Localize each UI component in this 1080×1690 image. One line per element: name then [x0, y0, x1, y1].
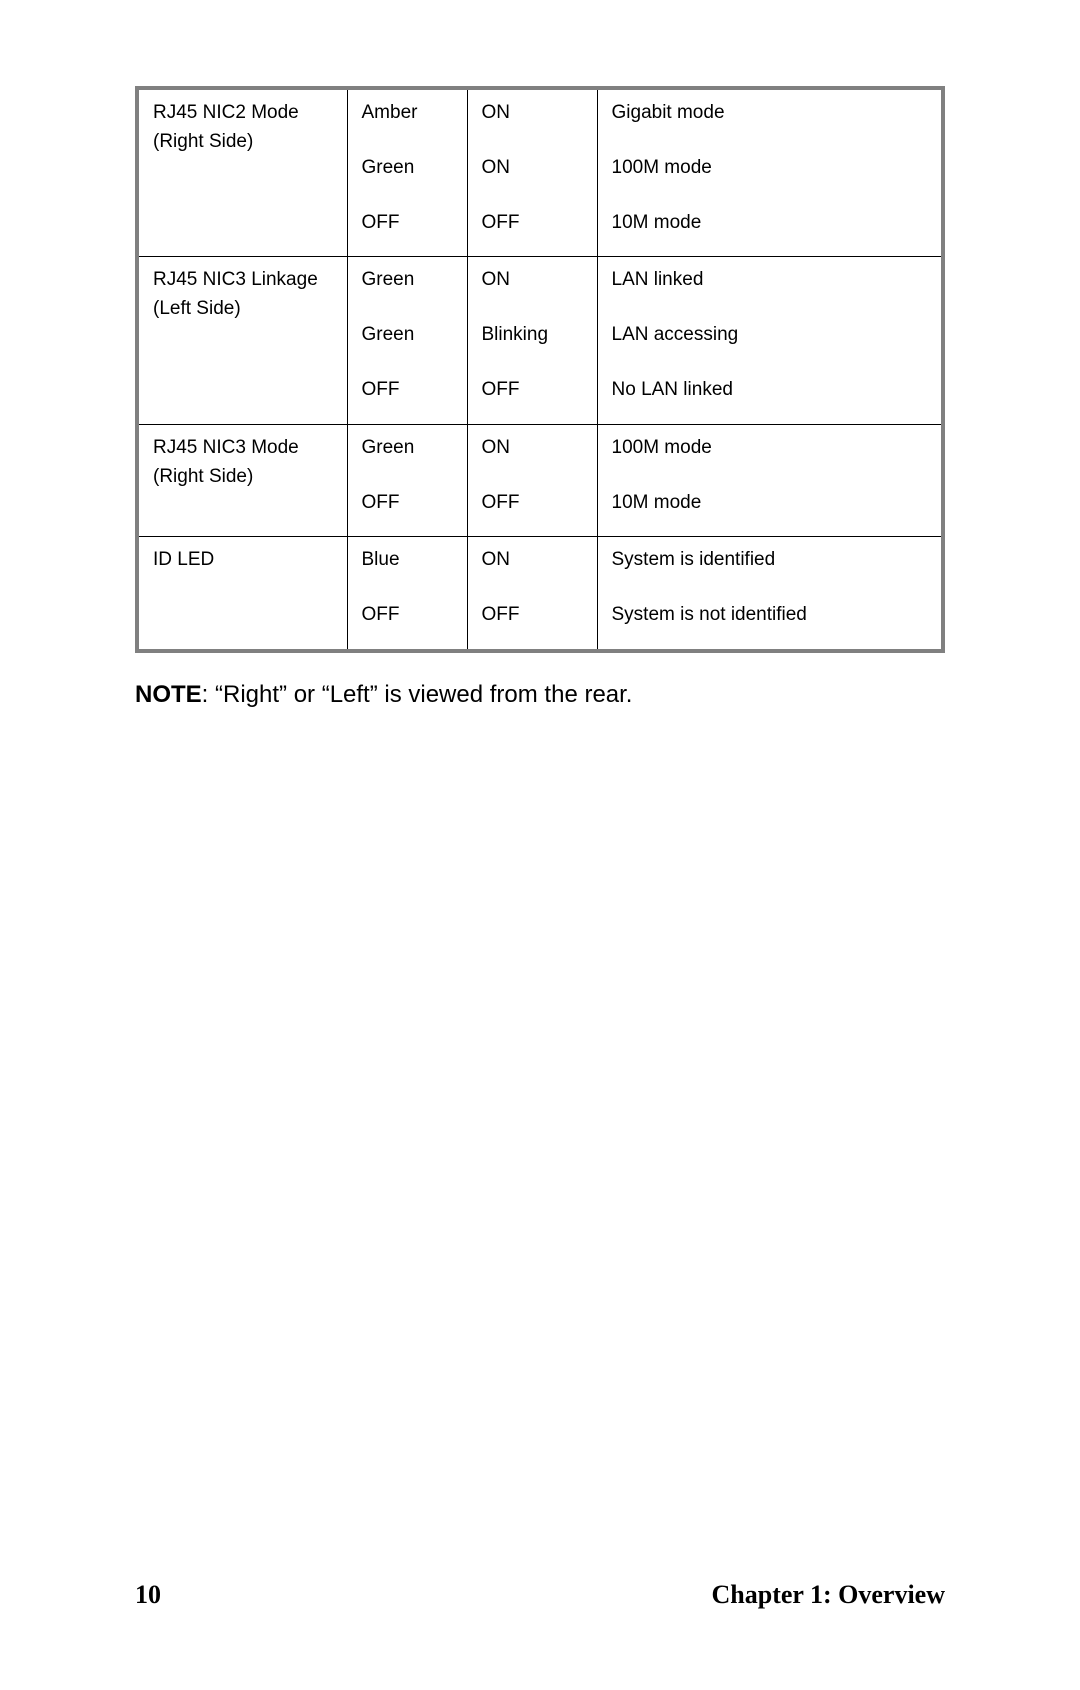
page-footer: 10 Chapter 1: Overview: [135, 1580, 945, 1610]
group-label-cell: RJ45 NIC2 Mode (Right Side): [137, 88, 347, 257]
cell-color: OFF: [347, 369, 467, 424]
cell-state: OFF: [467, 369, 597, 424]
group-label-line1: RJ45 NIC3 Linkage: [153, 269, 335, 292]
group-label-line1: ID LED: [153, 549, 335, 572]
table-row: ID LED BlueONSystem is identified: [137, 537, 943, 594]
page-number: 10: [135, 1580, 161, 1610]
cell-color: Amber: [347, 88, 467, 147]
cell-meaning: LAN accessing: [597, 314, 943, 369]
cell-meaning: Gigabit mode: [597, 88, 943, 147]
cell-state: OFF: [467, 594, 597, 651]
group-label-line1: RJ45 NIC2 Mode: [153, 102, 335, 125]
group-label-line1: RJ45 NIC3 Mode: [153, 437, 335, 460]
group-label-line2: (Left Side): [153, 298, 335, 321]
cell-meaning: 100M mode: [597, 424, 943, 481]
table-row: RJ45 NIC3 Mode(Right Side)GreenON100M mo…: [137, 424, 943, 481]
cell-meaning: 10M mode: [597, 482, 943, 537]
note-body: : “Right” or “Left” is viewed from the r…: [202, 681, 633, 708]
cell-color: Green: [347, 424, 467, 481]
cell-color: OFF: [347, 594, 467, 651]
group-label-line2: (Right Side): [153, 131, 335, 154]
cell-meaning: System is identified: [597, 537, 943, 594]
cell-meaning: LAN linked: [597, 257, 943, 314]
cell-meaning: 10M mode: [597, 202, 943, 257]
cell-color: OFF: [347, 202, 467, 257]
group-label-cell: ID LED: [137, 537, 347, 651]
cell-color: Blue: [347, 537, 467, 594]
cell-state: ON: [467, 88, 597, 147]
note-text: NOTE: “Right” or “Left” is viewed from t…: [135, 679, 945, 711]
cell-state: ON: [467, 537, 597, 594]
cell-color: Green: [347, 314, 467, 369]
group-label-cell: RJ45 NIC3 Linkage (Left Side): [137, 257, 347, 424]
chapter-title: Chapter 1: Overview: [712, 1580, 945, 1610]
cell-meaning: System is not identified: [597, 594, 943, 651]
cell-state: ON: [467, 147, 597, 202]
group-label-line2: (Right Side): [153, 466, 335, 489]
cell-state: ON: [467, 257, 597, 314]
note-label: NOTE: [135, 681, 202, 708]
table-row: RJ45 NIC3 Linkage(Left Side)GreenONLAN l…: [137, 257, 943, 314]
cell-state: OFF: [467, 202, 597, 257]
cell-color: OFF: [347, 482, 467, 537]
cell-state: ON: [467, 424, 597, 481]
cell-state: OFF: [467, 482, 597, 537]
cell-state: Blinking: [467, 314, 597, 369]
cell-color: Green: [347, 147, 467, 202]
group-label-cell: RJ45 NIC3 Mode (Right Side): [137, 424, 347, 537]
cell-color: Green: [347, 257, 467, 314]
table-row: RJ45 NIC2 Mode(Right Side)AmberONGigabit…: [137, 88, 943, 147]
led-status-table: RJ45 NIC2 Mode(Right Side)AmberONGigabit…: [135, 86, 945, 653]
cell-meaning: 100M mode: [597, 147, 943, 202]
cell-meaning: No LAN linked: [597, 369, 943, 424]
